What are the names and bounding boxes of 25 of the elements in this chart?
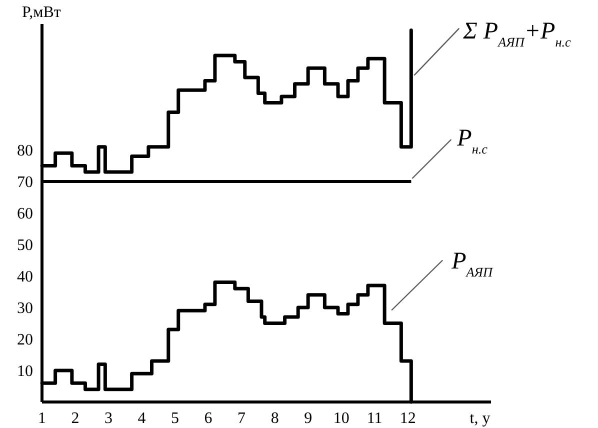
text: P$_{АЯП}$: [450, 248, 494, 279]
y-tick-label: 10: [17, 363, 33, 380]
y-tick-label: 50: [17, 237, 33, 254]
y-tick-label: 80: [17, 142, 33, 160]
y-tick-label: 60: [17, 206, 33, 223]
x-tick-label: 1: [38, 410, 46, 427]
y-tick-label: 30: [17, 300, 33, 318]
y-tick-label: 40: [17, 268, 33, 286]
x-tick-label: 8: [270, 410, 279, 427]
y-tick-label: 70: [17, 174, 33, 192]
y-tick-label: 20: [17, 332, 33, 349]
x-tick-label: 9: [304, 410, 312, 427]
x-tick-label: 10: [333, 410, 350, 427]
x-tick-label: 6: [204, 410, 212, 427]
ref-line-label: P$_{н.с}$: [456, 126, 488, 156]
x-tick-label: 2: [71, 410, 80, 427]
x-tick-label: 3: [104, 410, 113, 427]
x-tick-label: 12: [400, 410, 416, 427]
x-tick-label: 7: [238, 410, 246, 427]
text: Σ P$_{АЯП}$+P$_{н.с}$: [462, 18, 572, 49]
y-axis-title: P,мВт: [22, 4, 61, 21]
x-tick-label: 5: [171, 410, 180, 427]
x-tick-label: 11: [366, 410, 382, 427]
x-axis-title: t, у: [470, 410, 490, 427]
x-tick-label: 4: [138, 410, 146, 427]
